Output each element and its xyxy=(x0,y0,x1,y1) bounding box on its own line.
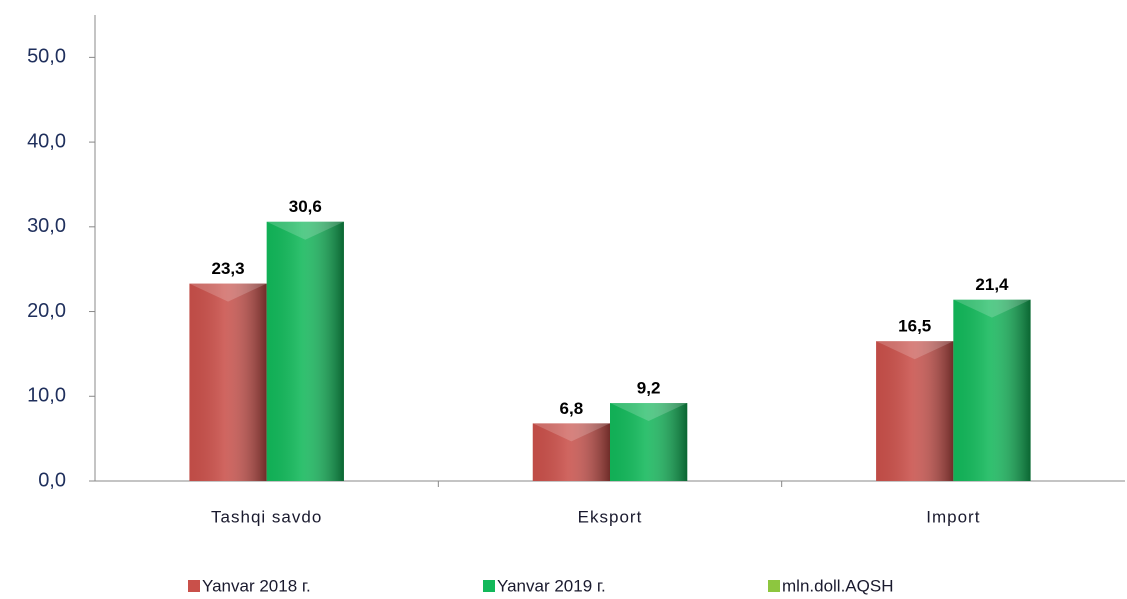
bar-shade xyxy=(266,221,344,481)
legend-swatch xyxy=(768,580,780,592)
data-label: 6,8 xyxy=(560,399,584,418)
bar-shade xyxy=(532,423,610,481)
y-tick-label: 50,0 xyxy=(27,46,66,68)
x-tick-label: Import xyxy=(926,507,980,526)
legend-label: Yanvar 2019 г. xyxy=(497,576,606,595)
x-tick-label: Eksport xyxy=(578,507,643,526)
data-label: 21,4 xyxy=(975,275,1009,294)
x-tick-label: Tashqi savdo xyxy=(211,507,322,526)
data-label: 23,3 xyxy=(211,259,244,278)
bar-shade xyxy=(610,403,688,481)
y-tick-label: 30,0 xyxy=(27,215,66,237)
bar-bevel xyxy=(189,283,267,302)
legend-label: Yanvar 2018 г. xyxy=(202,576,311,595)
bar-bevel xyxy=(876,341,954,360)
legend-label: mln.doll.AQSH xyxy=(782,576,893,595)
bar-bevel xyxy=(532,423,610,442)
y-tick-label: 40,0 xyxy=(27,130,66,152)
data-label: 9,2 xyxy=(637,379,661,398)
bar-shade xyxy=(189,283,267,481)
legend-swatch xyxy=(188,580,200,592)
bar-bevel xyxy=(610,403,688,422)
bar-bevel xyxy=(266,221,344,240)
data-label: 30,6 xyxy=(289,197,322,216)
bar-bevel xyxy=(953,299,1031,318)
bar-shade xyxy=(953,299,1031,481)
y-tick-label: 0,0 xyxy=(38,469,66,491)
y-tick-label: 10,0 xyxy=(27,385,66,407)
y-tick-label: 20,0 xyxy=(27,300,66,322)
data-label: 16,5 xyxy=(898,317,931,336)
legend-swatch xyxy=(483,580,495,592)
bar-shade xyxy=(876,341,954,481)
